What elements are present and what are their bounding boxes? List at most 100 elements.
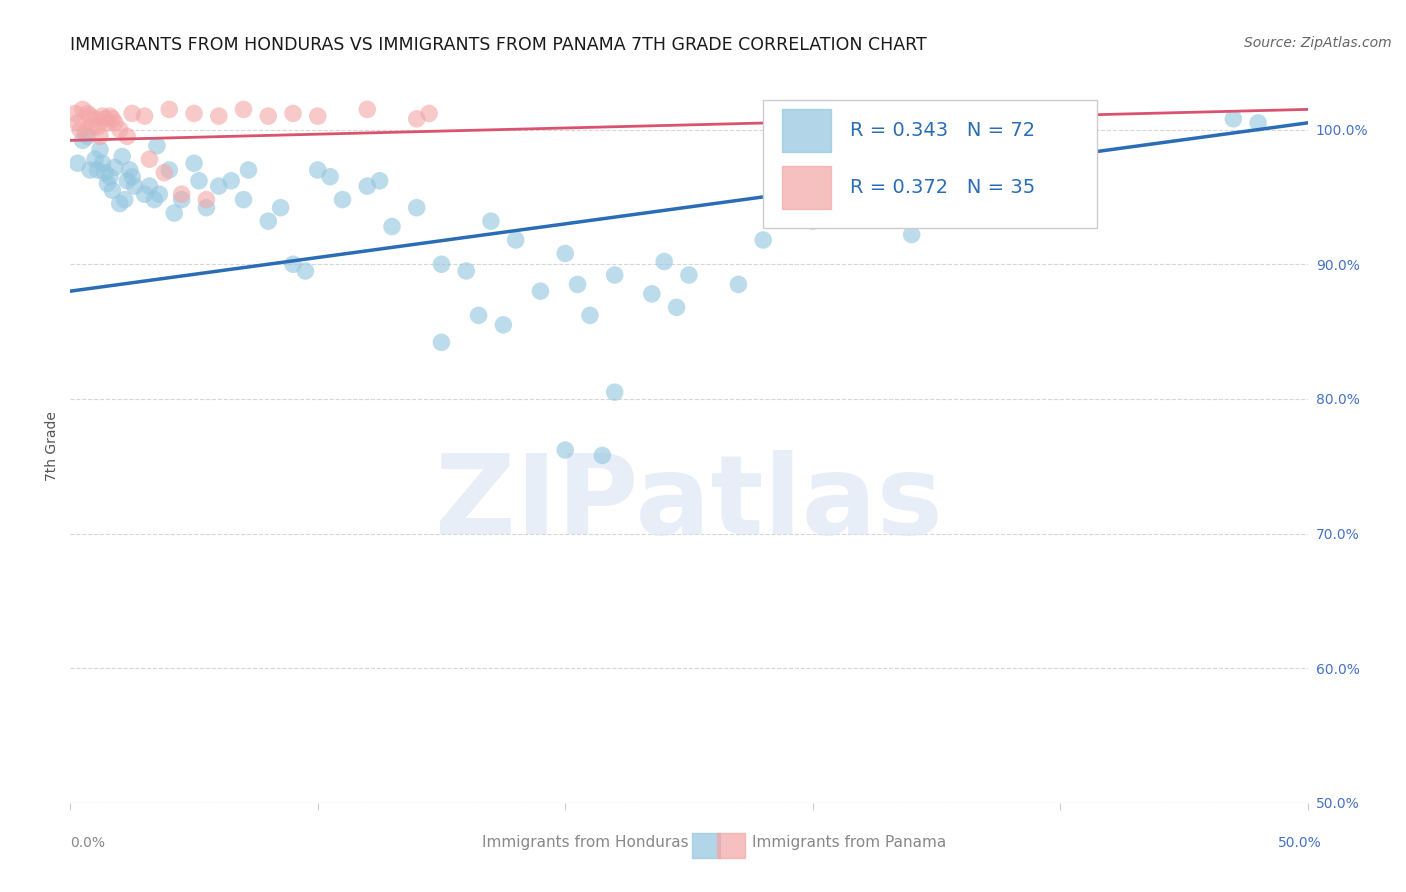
Point (94, 112, 117, 126)
Point (89, 143, 111, 157)
Point (281, 106, 304, 120)
Text: 50.0%: 50.0% (1278, 836, 1322, 850)
Point (232, 103, 254, 117)
Point (143, 193, 166, 207)
Point (641, 286, 664, 301)
Point (727, 277, 749, 292)
Point (65, 106, 87, 120)
Point (257, 109, 280, 123)
Point (554, 246, 576, 260)
Point (381, 219, 404, 234)
Point (579, 309, 602, 323)
Point (294, 264, 316, 278)
Point (479, 214, 502, 228)
Text: R = 0.343   N = 72: R = 0.343 N = 72 (849, 121, 1035, 140)
Point (153, 166, 176, 180)
Point (801, 214, 824, 228)
Point (257, 214, 280, 228)
Point (232, 193, 254, 207)
Point (356, 103, 378, 117)
Point (529, 284, 551, 298)
Point (79, 163, 101, 178)
FancyBboxPatch shape (763, 100, 1097, 228)
Point (665, 301, 688, 315)
Point (108, 196, 131, 211)
Point (900, 227, 922, 242)
Point (678, 268, 700, 282)
Point (91, 156, 114, 170)
Point (76, 106, 98, 120)
Point (195, 201, 218, 215)
Point (115, 129, 138, 144)
Point (157, 103, 180, 117)
Point (96, 177, 118, 191)
Point (208, 109, 231, 123)
Point (148, 187, 170, 202)
Point (157, 163, 180, 178)
Point (98, 109, 121, 123)
Point (183, 156, 205, 170)
Text: Immigrants from Panama: Immigrants from Panama (752, 836, 946, 850)
Point (405, 112, 427, 126)
Point (368, 174, 391, 188)
Point (124, 179, 146, 194)
Text: R = 0.372   N = 35: R = 0.372 N = 35 (849, 178, 1035, 197)
Point (101, 112, 124, 126)
Point (505, 233, 527, 247)
Point (146, 138, 169, 153)
Point (332, 193, 354, 207)
Point (104, 116, 127, 130)
Text: Immigrants from Honduras: Immigrants from Honduras (482, 836, 689, 850)
Point (307, 163, 329, 178)
Point (82, 120, 104, 134)
Point (114, 193, 136, 207)
Point (134, 109, 156, 123)
Point (91, 109, 114, 123)
Point (238, 163, 260, 178)
Point (66, 116, 89, 130)
Point (603, 268, 626, 282)
Point (111, 149, 134, 163)
Point (84, 152, 107, 166)
Point (430, 335, 453, 350)
Point (84, 112, 107, 126)
Point (75, 125, 97, 139)
Point (188, 174, 211, 188)
Point (66, 156, 89, 170)
Point (118, 163, 141, 178)
Point (163, 206, 186, 220)
Point (950, 201, 973, 215)
Text: Source: ZipAtlas.com: Source: ZipAtlas.com (1244, 36, 1392, 50)
Point (492, 318, 515, 332)
Point (467, 309, 489, 323)
Y-axis label: 7th Grade: 7th Grade (45, 411, 59, 481)
Point (108, 122, 131, 136)
Point (79, 109, 101, 123)
Point (603, 385, 626, 400)
Point (652, 254, 675, 268)
Point (121, 106, 143, 120)
Point (591, 449, 613, 463)
Point (138, 152, 160, 166)
Point (752, 233, 775, 247)
Text: IMMIGRANTS FROM HONDURAS VS IMMIGRANTS FROM PANAMA 7TH GRADE CORRELATION CHART: IMMIGRANTS FROM HONDURAS VS IMMIGRANTS F… (70, 36, 927, 54)
Point (430, 257, 453, 271)
Point (104, 161, 127, 175)
Point (96, 116, 118, 130)
Point (76, 129, 98, 144)
Point (195, 193, 218, 207)
Point (94, 166, 117, 180)
Point (170, 193, 193, 207)
Point (86, 163, 108, 178)
Point (183, 106, 205, 120)
Point (134, 187, 156, 202)
Point (270, 201, 292, 215)
Point (138, 179, 160, 194)
Point (170, 187, 193, 202)
Point (72, 133, 94, 147)
Point (567, 277, 589, 292)
Point (69, 122, 91, 136)
Point (307, 109, 329, 123)
Point (89, 129, 111, 144)
Point (405, 201, 427, 215)
